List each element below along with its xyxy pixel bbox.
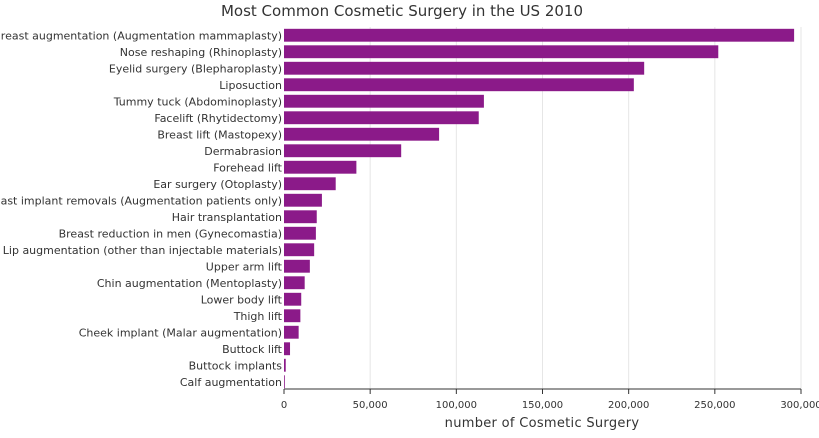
bar [284,276,305,290]
bar [284,358,286,372]
category-label: Lip augmentation (other than injectable … [3,244,282,257]
bar [284,375,285,389]
category-label: Breast lift (Mastopexy) [157,128,282,141]
category-label: Dermabrasion [204,145,282,158]
bar [284,210,317,224]
x-tick-label: 100,000 [436,400,477,411]
bar [284,78,634,92]
category-label: Ear surgery (Otoplasty) [153,178,282,191]
category-label: Cheek implant (Malar augmentation) [79,326,282,339]
category-label: Nose reshaping (Rhinoplasty) [120,46,282,59]
category-label: Upper arm lift [206,260,283,273]
category-label: Buttock implants [189,359,283,372]
category-label: Liposuction [219,79,282,92]
bar [284,111,479,125]
x-tick-label: 0 [281,400,287,411]
category-label: Thigh lift [233,310,283,323]
category-label: Breast reduction in men (Gynecomastia) [59,227,282,240]
bar [284,45,719,59]
x-tick-label: 200,000 [608,400,649,411]
category-label: Breast implant removals (Augmentation pa… [0,194,282,207]
x-tick-label: 250,000 [694,400,735,411]
category-label: Breast augmentation (Augmentation mammap… [0,29,282,42]
bar [284,177,336,191]
x-axis-ticks: 0 50,000 100,000 150,000 200,000 250,000 300,0… [281,389,819,411]
bar [284,127,440,141]
category-label: Chin augmentation (Mentoplasty) [97,277,282,290]
bar [284,160,357,174]
x-tick-label: 50,000 [353,400,388,411]
bar [284,94,484,108]
bar [284,325,299,339]
category-label: Calf augmentation [180,376,282,389]
bar [284,292,302,306]
bar [284,309,301,323]
bar [284,243,315,257]
bars [284,28,795,389]
category-label: Buttock lift [222,343,283,356]
category-label: Lower body lift [201,293,283,306]
category-label: Forehead lift [213,161,282,174]
bar [284,144,402,158]
category-label: Hair transplantation [172,211,282,224]
category-label: Tummy tuck (Abdominoplasty) [113,95,282,108]
chart-title: Most Common Cosmetic Surgery in the US 2… [221,2,583,20]
category-labels: Breast augmentation (Augmentation mammap… [0,29,283,389]
category-label: Facelift (Rhytidectomy) [154,112,282,125]
x-tick-label: 300,000 [780,400,819,411]
x-tick-label: 150,000 [522,400,563,411]
bar [284,259,310,273]
bar [284,226,316,240]
x-axis-title: number of Cosmetic Surgery [445,416,640,431]
bar [284,28,795,42]
category-label: Eyelid surgery (Blepharoplasty) [109,62,282,75]
bar [284,342,291,356]
bar [284,61,645,75]
bar [284,193,322,207]
